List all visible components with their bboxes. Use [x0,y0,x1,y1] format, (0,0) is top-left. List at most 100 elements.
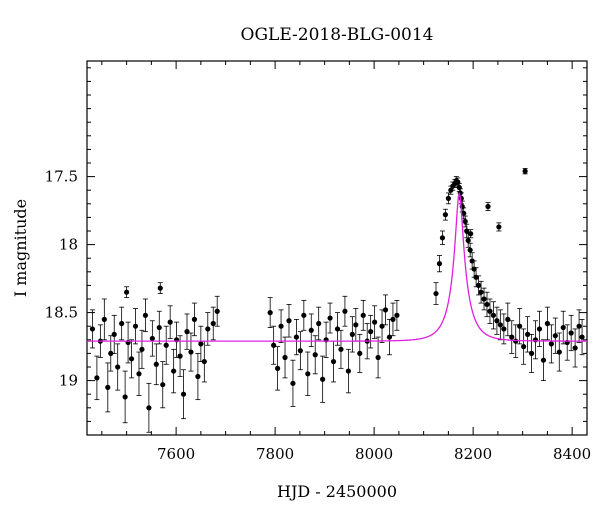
data-point [552,333,558,339]
data-point [198,341,204,347]
data-point [108,350,114,356]
data-point [379,323,385,329]
data-point [119,320,125,327]
data-point [540,357,547,363]
data-point [136,371,142,377]
data-point [345,368,351,374]
x-tick-label: 7800 [256,445,294,463]
data-point [532,337,539,343]
data-point [180,391,187,397]
data-point [267,310,273,316]
data-point [490,312,497,318]
data-point [487,308,493,314]
data-point [468,231,474,237]
data-point [320,376,326,382]
data-point [312,352,318,358]
x-tick-label: 7600 [157,445,195,463]
data-point [301,312,307,318]
data-point [496,224,502,230]
data-point [167,319,173,325]
data-point [467,247,473,253]
data-point [308,327,314,333]
data-point [464,228,470,234]
data-point [214,308,220,314]
data-point [297,348,303,354]
data-point [334,326,341,332]
data-point [485,203,491,210]
data-point [505,316,511,322]
data-point [572,345,578,351]
data-point [394,312,400,318]
data-point [163,342,169,348]
data-point [282,354,288,361]
data-point [101,316,107,322]
data-point [338,346,344,352]
data-point [473,274,479,280]
data-point [556,349,562,355]
data-point [205,326,211,332]
chart-title: OGLE-2018-BLG-0014 [241,25,434,45]
data-point [478,289,484,295]
data-point [536,326,543,332]
data-point [375,354,381,361]
data-point [105,384,111,390]
data-point [327,315,333,321]
data-point [524,331,531,337]
model-curve [87,192,587,342]
data-point [548,341,554,347]
data-point [481,296,487,302]
data-point [522,168,528,174]
data-point [501,326,507,332]
data-point [475,282,482,288]
x-tick-label: 8200 [454,445,492,463]
data-point [462,218,468,225]
data-point [560,324,566,331]
y-tick-label: 17.5 [45,168,78,186]
data-point [188,349,194,355]
data-point [497,322,503,328]
data-point [191,316,198,322]
plot-frame [86,60,588,436]
model-curve-layer [87,192,587,342]
data-point [349,331,355,337]
data-point [271,342,277,348]
data-point [316,320,322,327]
x-tick-label: 8000 [355,445,393,463]
data-point [146,405,152,411]
data-point [305,371,311,377]
x-tick-label: 8400 [553,445,591,463]
data-point [579,334,585,340]
data-point [436,261,443,267]
data-point [433,290,439,297]
y-tick-label: 18 [59,236,78,254]
y-tick-label: 18.5 [45,304,78,322]
data-point [544,320,550,327]
data-point [139,346,145,352]
data-point [568,330,574,336]
data-point [330,358,337,365]
data-point [521,344,527,350]
y-axis-label: I magnitude [11,199,30,297]
data-point [456,184,462,191]
data-point [124,289,130,295]
data-point [353,322,359,328]
data-point [494,318,500,324]
data-point [184,329,190,335]
y-tick-label: 19 [59,372,78,390]
x-axis-label: HJD - 2450000 [277,482,397,501]
data-points [89,168,585,433]
data-point [445,195,451,201]
data-point [290,380,296,386]
data-point [528,350,535,356]
data-point [160,382,166,388]
data-point [386,334,393,340]
data-point [372,319,378,325]
data-point [111,331,117,337]
data-point [210,320,216,327]
data-point [286,318,292,324]
plot-area [87,168,587,433]
data-point [122,394,128,400]
data-point [461,210,467,216]
